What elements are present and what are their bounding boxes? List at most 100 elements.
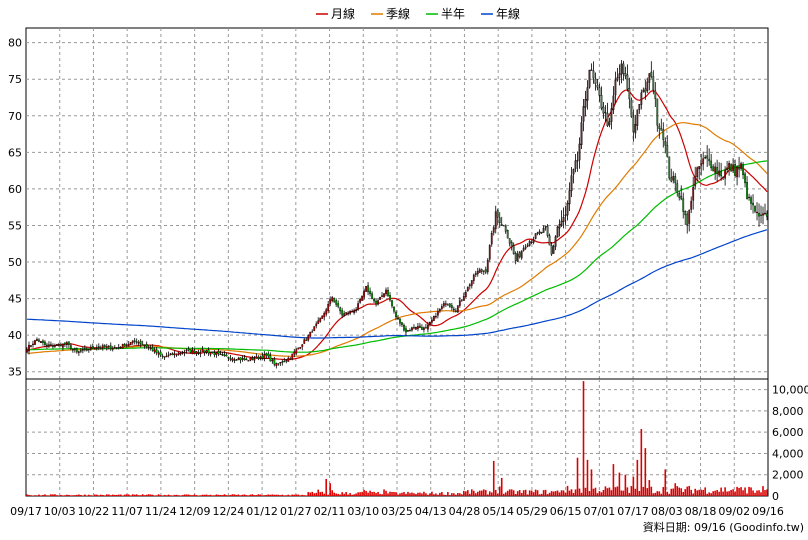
volume-bar — [626, 487, 629, 496]
volume-bar — [287, 494, 290, 496]
volume-bar — [241, 494, 244, 496]
volume-bar — [508, 489, 511, 496]
candle-body — [307, 335, 310, 341]
candle-body — [363, 290, 365, 298]
candle-body — [616, 77, 619, 81]
candle-body — [62, 343, 64, 348]
price-panel: 80 75 70 65 60 55 50 45 40 35 — [8, 27, 769, 380]
candle-body — [185, 350, 188, 352]
volume-bar — [315, 492, 318, 496]
volume-bar — [229, 494, 232, 496]
volume-bar — [682, 491, 685, 496]
candle-body — [56, 344, 58, 346]
volume-bar — [441, 491, 443, 496]
candle-body — [135, 341, 138, 343]
candle-body — [137, 342, 140, 344]
volume-bar — [684, 489, 687, 496]
candle-body — [728, 163, 731, 169]
volume-bar — [90, 495, 92, 496]
candle-body — [586, 87, 589, 101]
volume-bar — [704, 487, 706, 496]
volume-bar — [133, 494, 136, 496]
volume-bar — [351, 494, 353, 496]
candle-body — [241, 358, 244, 360]
volume-bar — [542, 490, 545, 496]
volume-bar — [714, 490, 716, 496]
candle-body — [472, 274, 475, 281]
candle-body — [676, 183, 679, 193]
candle-body — [317, 320, 320, 324]
candle-body — [141, 344, 144, 346]
volume-bar — [498, 486, 501, 496]
volume-bar — [147, 494, 150, 496]
volume-bar — [646, 488, 649, 496]
volume-bar — [38, 494, 40, 496]
volume-bar — [463, 490, 465, 496]
chart-legend: 月線 季線 半年 年線 — [316, 6, 520, 21]
candle-body — [606, 113, 609, 127]
candle-body — [81, 349, 84, 351]
volume-bar — [596, 493, 599, 496]
candle-body — [690, 200, 693, 210]
candle-body — [554, 236, 557, 247]
date-tick-label: 08/18 — [685, 505, 717, 518]
volume-bar — [105, 494, 108, 496]
candle-body — [265, 353, 268, 356]
volume-bar — [556, 490, 559, 496]
price-tick-label: 45 — [8, 293, 22, 306]
date-tick-label: 12/24 — [213, 505, 245, 518]
volume-bar — [492, 460, 495, 496]
volume-bar — [726, 491, 728, 496]
candle-body — [367, 285, 369, 293]
volume-bar — [652, 493, 655, 496]
candle-body — [608, 121, 611, 126]
volume-bar — [54, 494, 56, 496]
volume-bar — [78, 494, 80, 496]
volume-bar — [423, 491, 425, 496]
volume-bar — [199, 495, 202, 496]
volume-bar — [718, 491, 720, 496]
candle-body — [740, 163, 742, 169]
volume-bar — [111, 494, 114, 496]
candle-body — [732, 164, 734, 172]
candle-body — [327, 304, 330, 312]
volume-bar — [407, 491, 409, 496]
candle-body — [560, 220, 563, 226]
candle-body — [87, 348, 90, 351]
candle-body — [197, 351, 200, 354]
volume-bar — [343, 493, 345, 496]
volume-bar — [227, 495, 230, 496]
candle-body — [411, 327, 413, 331]
candle-body — [620, 63, 623, 75]
candle-body — [103, 345, 106, 348]
candle-body — [436, 311, 439, 316]
volume-bar — [151, 494, 154, 496]
date-tick-label: 07/01 — [584, 505, 616, 518]
date-tick-label: 04/28 — [449, 505, 481, 518]
volume-bar — [764, 490, 766, 496]
candle-body — [133, 340, 136, 342]
volume-bar — [169, 495, 172, 496]
candle-body — [592, 70, 595, 79]
volume-bar — [439, 492, 441, 496]
volume-bar — [193, 494, 196, 496]
date-tick-label: 05/29 — [516, 505, 548, 518]
candle-body — [764, 212, 766, 215]
candle-body — [203, 350, 206, 353]
candle-body — [494, 211, 497, 230]
candle-body — [153, 349, 156, 353]
volume-bar — [44, 494, 46, 496]
candle-body — [708, 158, 711, 162]
volume-bar — [576, 457, 579, 496]
volume-bar — [734, 491, 736, 496]
volume-bar — [702, 489, 704, 496]
volume-bar — [666, 491, 669, 496]
volume-bar — [325, 478, 327, 496]
candle-body — [299, 346, 302, 349]
candle-body — [423, 327, 425, 330]
candle-body — [526, 245, 529, 247]
candle-body — [273, 359, 276, 365]
volume-bar — [694, 488, 696, 496]
volume-bar — [271, 494, 274, 496]
candle-body — [365, 286, 367, 292]
